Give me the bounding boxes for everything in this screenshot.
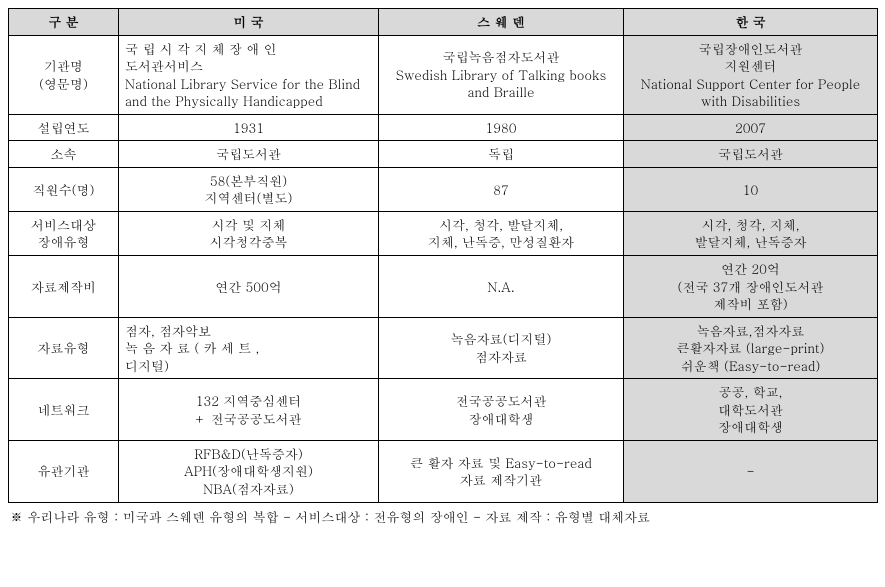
us-materials: 점자, 점자악보녹 음 자 료 ( 카 세 트 ,디지털) [119, 317, 379, 379]
se-staff: 87 [379, 167, 624, 211]
header-row: 구 분 미 국 스 웨 덴 한 국 [9, 9, 878, 36]
us-budget: 연간 500억 [119, 256, 379, 318]
label-materials: 자료유형 [9, 317, 119, 379]
row-staff: 직원수(명) 58(본부직원)지역센터(별도) 87 10 [9, 167, 878, 211]
row-founded: 설립연도 1931 1980 2007 [9, 114, 878, 141]
kr-network: 공공, 학교,대학도서관장애대학생 [624, 379, 878, 441]
se-founded: 1980 [379, 114, 624, 141]
se-network: 전국공공도서관장애대학생 [379, 379, 624, 441]
us-founded: 1931 [119, 114, 379, 141]
us-affil: 국립도서관 [119, 141, 379, 168]
label-org: 기관명(영문명) [9, 35, 119, 114]
se-target: 시각, 청각, 발달지체,지체, 난독증, 만성질환자 [379, 211, 624, 255]
us-target: 시각 및 지체시각청각중복 [119, 211, 379, 255]
se-org: 국립녹음점자도서관Swedish Library of Talking book… [379, 35, 624, 114]
header-se: 스 웨 덴 [379, 9, 624, 36]
row-org: 기관명(영문명) 국 립 시 각 지 체 장 애 인도서관서비스National… [9, 35, 878, 114]
se-related: 큰 활자 자료 및 Easy-to-read자료 제작기관 [379, 440, 624, 502]
header-kr: 한 국 [624, 9, 878, 36]
label-budget: 자료제작비 [9, 256, 119, 318]
kr-materials: 녹음자료,점자자료큰활자자료 (large-print)쉬운책 (Easy-to… [624, 317, 878, 379]
kr-budget: 연간 20억(전국 37개 장애인도서관제작비 포함) [624, 256, 878, 318]
kr-staff: 10 [624, 167, 878, 211]
us-org: 국 립 시 각 지 체 장 애 인도서관서비스National Library … [119, 35, 379, 114]
row-materials: 자료유형 점자, 점자악보녹 음 자 료 ( 카 세 트 ,디지털) 녹음자료(… [9, 317, 878, 379]
header-us: 미 국 [119, 9, 379, 36]
kr-affil: 국립도서관 [624, 141, 878, 168]
header-category: 구 분 [9, 9, 119, 36]
se-materials: 녹음자료(디지털)점자자료 [379, 317, 624, 379]
kr-related: - [624, 440, 878, 502]
footnote: ※ 우리나라 유형 : 미국과 스웨덴 유형의 복합 - 서비스대상 : 전유형… [8, 503, 881, 526]
us-staff: 58(본부직원)지역센터(별도) [119, 167, 379, 211]
label-network: 네트워크 [9, 379, 119, 441]
us-network: 132 지역중심센터+ 전국공공도서관 [119, 379, 379, 441]
label-founded: 설립연도 [9, 114, 119, 141]
kr-target: 시각, 청각, 지체,발달지체, 난독증자 [624, 211, 878, 255]
row-network: 네트워크 132 지역중심센터+ 전국공공도서관 전국공공도서관장애대학생 공공… [9, 379, 878, 441]
row-affil: 소속 국립도서관 독립 국립도서관 [9, 141, 878, 168]
row-target: 서비스대상장애유형 시각 및 지체시각청각중복 시각, 청각, 발달지체,지체,… [9, 211, 878, 255]
label-affil: 소속 [9, 141, 119, 168]
row-related: 유관기관 RFB&D(난독증자)APH(장애대학생지원)NBA(점자자료) 큰 … [9, 440, 878, 502]
label-related: 유관기관 [9, 440, 119, 502]
comparison-table: 구 분 미 국 스 웨 덴 한 국 기관명(영문명) 국 립 시 각 지 체 장… [8, 8, 878, 503]
row-budget: 자료제작비 연간 500억 N.A. 연간 20억(전국 37개 장애인도서관제… [9, 256, 878, 318]
kr-founded: 2007 [624, 114, 878, 141]
kr-org: 국립장애인도서관지원센터National Support Center for … [624, 35, 878, 114]
label-target: 서비스대상장애유형 [9, 211, 119, 255]
label-staff: 직원수(명) [9, 167, 119, 211]
se-affil: 독립 [379, 141, 624, 168]
se-budget: N.A. [379, 256, 624, 318]
us-related: RFB&D(난독증자)APH(장애대학생지원)NBA(점자자료) [119, 440, 379, 502]
